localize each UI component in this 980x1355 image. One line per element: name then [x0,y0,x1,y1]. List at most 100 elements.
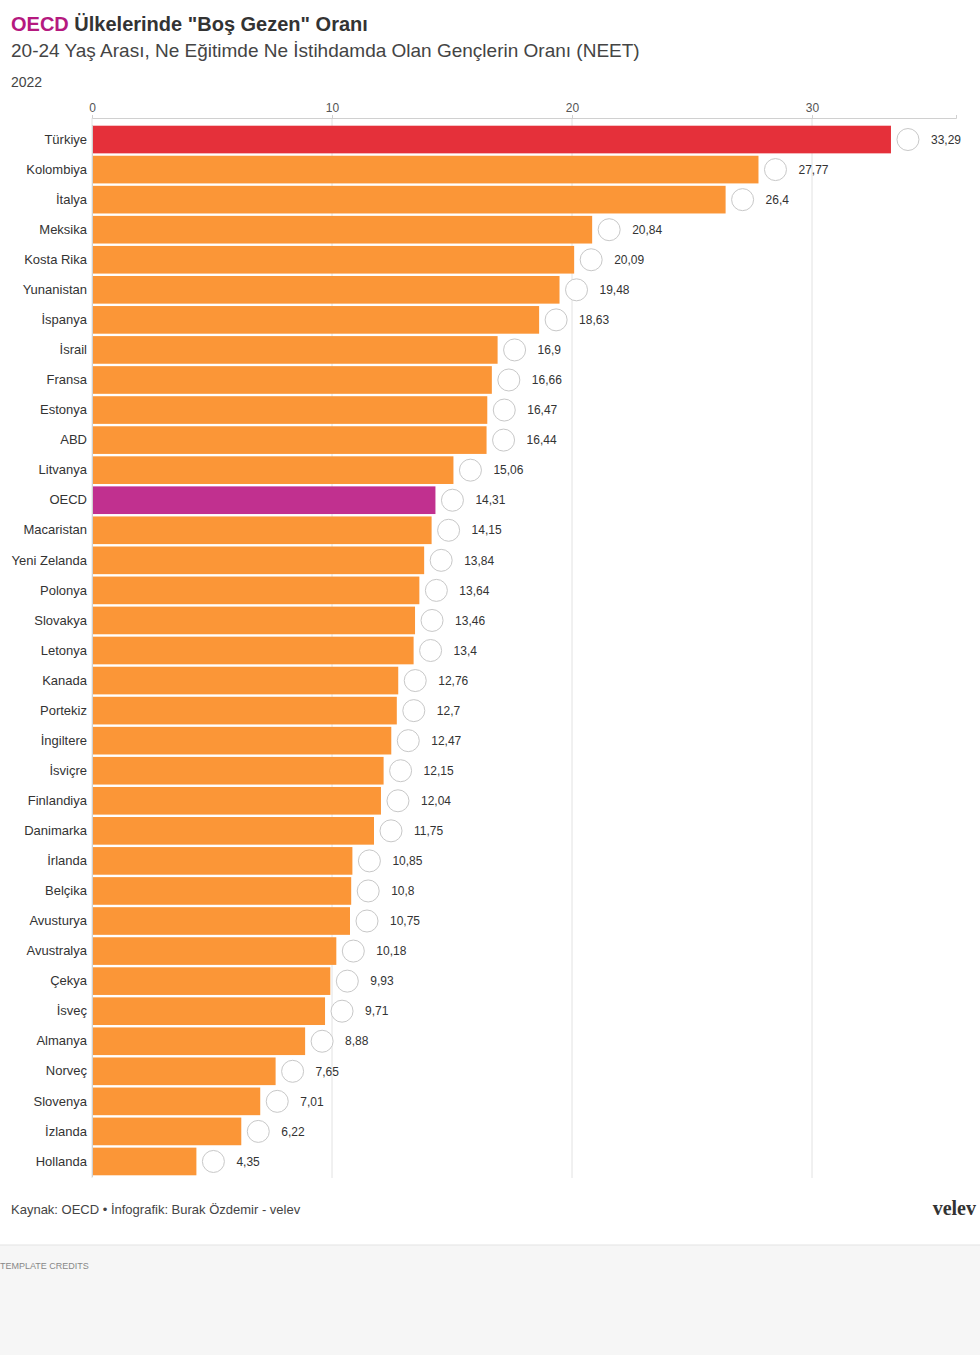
y-tick: Yeni Zelanda [12,552,92,567]
bar [92,637,414,665]
bar [92,126,891,154]
category-label: Polonya [40,583,88,598]
data-label: 8,88 [345,1034,369,1048]
category-label: Kolombiya [26,162,87,177]
category-label: Norveç [46,1063,88,1078]
data-label: 13,64 [459,584,489,598]
bar [92,547,424,575]
flag-icon [282,1060,304,1082]
flag-icon [266,1090,288,1112]
data-label: 10,85 [392,854,422,868]
y-tick: Kanada [42,673,92,688]
y-tick: Fransa [47,372,92,387]
data-label: 11,75 [414,824,443,838]
category-label: Avustralya [27,943,88,958]
data-label: 10,18 [376,944,406,958]
grid [92,118,812,1178]
category-label: Türkiye [44,132,87,147]
chart-root: OECD Ülkelerinde "Boş Gezen" Oranı20-24 … [0,0,980,1355]
category-label: İzlanda [45,1124,88,1139]
category-label: Estonya [40,402,88,417]
bar [92,396,487,424]
data-label: 7,01 [300,1095,324,1109]
data-label: 13,4 [454,644,478,658]
data-label: 10,8 [391,884,415,898]
x-tick: 30 [806,101,820,118]
bar [92,817,374,845]
data-label: 9,71 [365,1004,389,1018]
category-label: Belçika [45,883,88,898]
flag-icon [545,309,567,331]
y-tick: İtalya [56,192,92,207]
bar [92,667,398,695]
bar [92,306,539,334]
grid-line [812,118,813,1178]
data-label: 12,47 [431,734,461,748]
data-label: 14,31 [475,493,505,507]
bar [92,186,726,214]
bar [92,486,435,514]
flag-icon [420,640,442,662]
data-label: 12,15 [424,764,454,778]
category-label: Finlandiya [28,793,88,808]
flag-icon [430,549,452,571]
x-axis-line [93,115,957,119]
data-label: 13,84 [464,554,494,568]
bar [92,697,397,725]
y-tick: Hollanda [36,1154,92,1169]
data-label: 7,65 [316,1065,340,1079]
x-tick-label: 20 [566,101,580,115]
flag-icon [764,159,786,181]
y-tick: Norveç [46,1063,92,1078]
data-label: 12,7 [437,704,461,718]
date-note: 2022 [11,74,42,90]
x-tick: 10 [326,101,340,118]
category-label: İrlanda [47,853,88,868]
category-label: Çekya [50,973,88,988]
category-label: İngiltere [41,733,87,748]
y-tick: Meksika [39,222,92,237]
flag-icons [202,129,919,1173]
y-tick: Kolombiya [26,162,92,177]
bar [92,456,453,484]
bar [92,216,592,244]
flag-icon [336,970,358,992]
x-tick: 0 [89,101,96,118]
category-label: İspanya [41,312,87,327]
category-label: Hollanda [36,1154,88,1169]
x-tick-label: 30 [806,101,820,115]
card-edge [0,1245,980,1246]
category-label: İsviçre [49,763,87,778]
template-credits: TEMPLATE CREDITS [0,1261,89,1271]
data-label: 4,35 [236,1155,260,1169]
bar [92,997,325,1025]
category-label: Yunanistan [23,282,87,297]
y-tick: Almanya [36,1033,92,1048]
grid-line [92,118,93,1178]
category-label: Fransa [47,372,88,387]
data-label: 16,44 [527,433,557,447]
flag-icon [425,579,447,601]
y-tick: Litvanya [39,462,92,477]
y-tick: Yunanistan [23,282,92,297]
y-tick: OECD [49,492,92,507]
category-label: Meksika [39,222,87,237]
bar [92,877,351,905]
x-tick-mark [332,115,333,118]
bar [92,1148,196,1176]
flag-icon [566,279,588,301]
y-tick: Avusturya [29,913,92,928]
data-label: 16,66 [532,373,562,387]
category-label: Letonya [41,643,88,658]
y-tick: İngiltere [41,733,92,748]
y-tick: Finlandiya [28,793,92,808]
bar [92,937,336,965]
category-label: Kosta Rika [24,252,88,267]
y-tick: İsveç [57,1003,92,1018]
y-tick: ABD [60,432,92,447]
data-label: 27,77 [798,163,828,177]
flag-icon [331,1000,353,1022]
x-tick-label: 0 [89,101,96,115]
category-label: Almanya [36,1033,87,1048]
flag-icon [493,399,515,421]
